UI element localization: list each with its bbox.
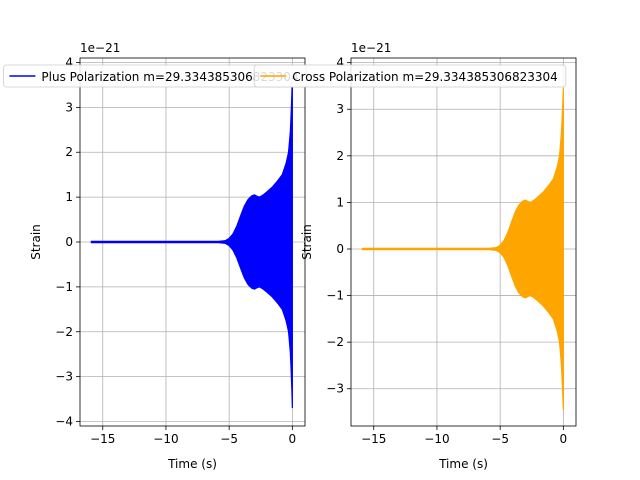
y-tick-label: 4 xyxy=(336,56,344,70)
y-tick-label: 2 xyxy=(336,149,344,163)
y-tick-label: −2 xyxy=(326,335,344,349)
y-axis-label: Strain xyxy=(29,224,43,260)
plot-frame xyxy=(350,57,577,427)
x-tick-label: −10 xyxy=(153,432,178,446)
x-tick-label: 0 xyxy=(289,432,297,446)
y-tick-label: 2 xyxy=(65,145,73,159)
x-tick-label: 0 xyxy=(560,432,568,446)
legend-box xyxy=(253,64,567,88)
legend-label: Cross Polarization m=29.334385306823304 xyxy=(292,70,558,84)
y-tick-label: −3 xyxy=(326,382,344,396)
legend: Cross Polarization m=29.334385306823304 xyxy=(253,64,567,88)
x-tick-label: −15 xyxy=(361,432,386,446)
y-offset-text: 1e−21 xyxy=(351,41,391,55)
y-tick-label: 0 xyxy=(336,242,344,256)
y-tick-label: −2 xyxy=(55,325,73,339)
x-axis-label: Time (s) xyxy=(167,457,217,471)
x-tick-label: −5 xyxy=(491,432,509,446)
x-tick-label: −5 xyxy=(220,432,238,446)
y-tick-label: 3 xyxy=(65,100,73,114)
x-tick-label: −15 xyxy=(90,432,115,446)
x-tick-label: −10 xyxy=(424,432,449,446)
legend-label: Plus Polarization m=29.334385306823304 xyxy=(41,70,298,84)
y-tick-label: 3 xyxy=(336,102,344,116)
y-tick-label: 4 xyxy=(65,55,73,69)
y-tick-label: −3 xyxy=(55,370,73,384)
y-tick-label: 1 xyxy=(65,190,73,204)
y-tick-label: −1 xyxy=(55,280,73,294)
y-tick-label: −4 xyxy=(55,415,73,429)
y-tick-label: −1 xyxy=(326,289,344,303)
y-tick-label: 1 xyxy=(336,195,344,209)
x-axis-label: Time (s) xyxy=(438,457,488,471)
y-tick-label: 0 xyxy=(65,235,73,249)
y-offset-text: 1e−21 xyxy=(80,41,120,55)
y-axis-label: Strain xyxy=(300,224,314,260)
